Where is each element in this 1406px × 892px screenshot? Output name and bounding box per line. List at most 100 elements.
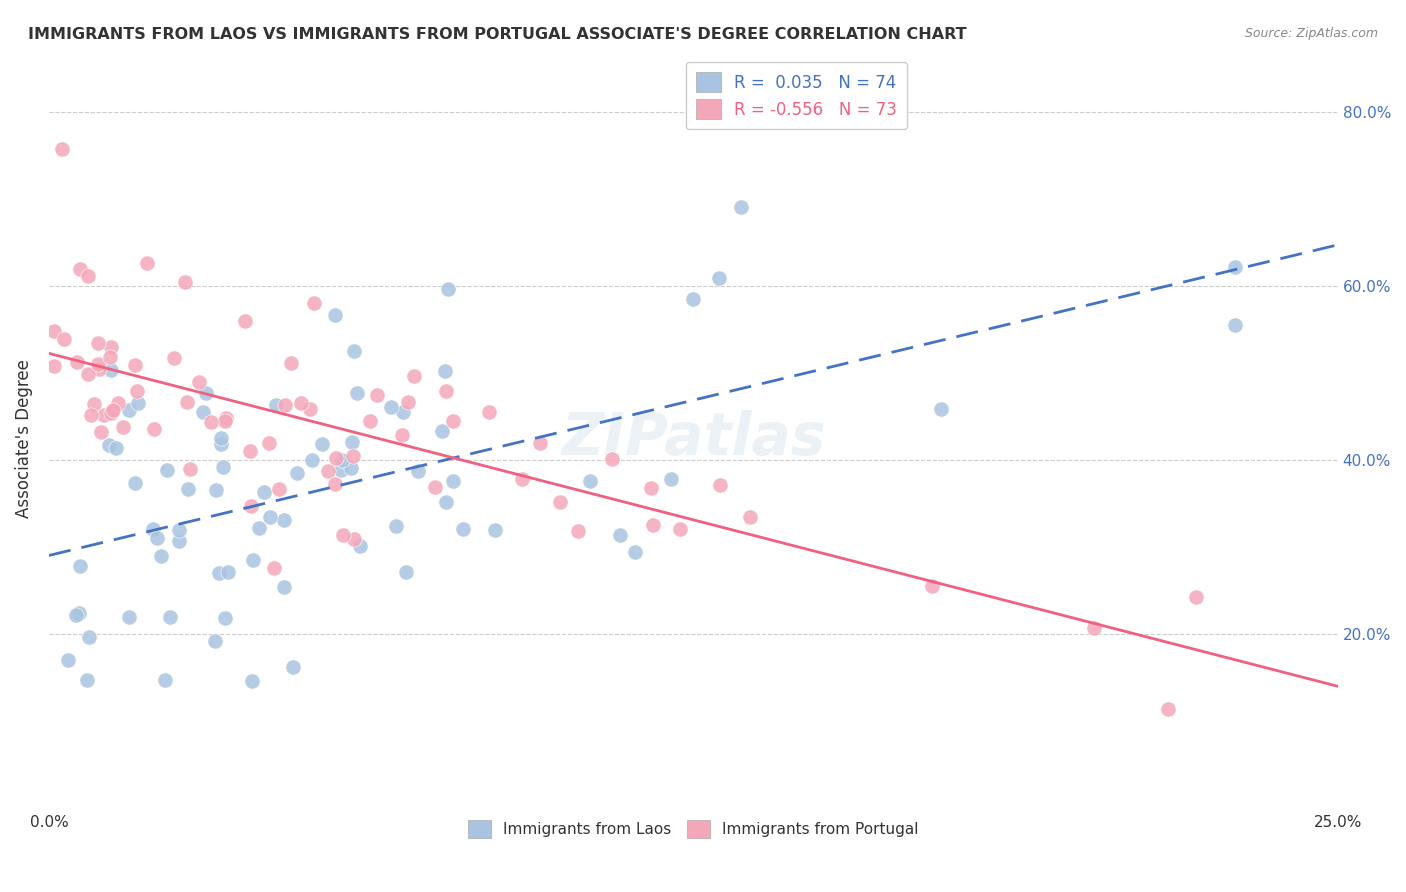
Point — [325, 451, 347, 466]
Point — [209, 431, 232, 445]
Point — [436, 282, 458, 296]
Point — [240, 499, 263, 513]
Point — [112, 419, 135, 434]
Point — [1184, 590, 1206, 604]
Point — [274, 398, 297, 412]
Point — [51, 142, 73, 156]
Text: ZIPatlas: ZIPatlas — [561, 409, 825, 467]
Point — [342, 434, 364, 449]
Point — [395, 565, 418, 579]
Point — [239, 444, 262, 458]
Point — [214, 611, 236, 625]
Point — [167, 523, 190, 537]
Point — [104, 441, 127, 455]
Point — [340, 460, 363, 475]
Point — [76, 269, 98, 284]
Point — [441, 414, 464, 428]
Point — [285, 466, 308, 480]
Point — [191, 405, 214, 419]
Point — [921, 579, 943, 593]
Point — [643, 518, 665, 533]
Point — [302, 295, 325, 310]
Point — [434, 384, 457, 399]
Point — [204, 633, 226, 648]
Point — [441, 474, 464, 488]
Point — [136, 256, 159, 270]
Point — [124, 358, 146, 372]
Point — [194, 386, 217, 401]
Point — [156, 463, 179, 477]
Point — [332, 527, 354, 541]
Point — [209, 437, 232, 451]
Point — [259, 436, 281, 450]
Point — [53, 332, 76, 346]
Point — [69, 559, 91, 574]
Point — [167, 533, 190, 548]
Point — [1157, 702, 1180, 716]
Y-axis label: Associate's Degree: Associate's Degree — [15, 359, 32, 517]
Point — [67, 606, 90, 620]
Point — [42, 359, 65, 373]
Point — [484, 524, 506, 538]
Point — [42, 324, 65, 338]
Point — [100, 340, 122, 354]
Point — [298, 402, 321, 417]
Text: IMMIGRANTS FROM LAOS VS IMMIGRANTS FROM PORTUGAL ASSOCIATE'S DEGREE CORRELATION : IMMIGRANTS FROM LAOS VS IMMIGRANTS FROM … — [28, 27, 967, 42]
Point — [263, 561, 285, 575]
Point — [738, 510, 761, 524]
Point — [273, 580, 295, 594]
Point — [124, 476, 146, 491]
Point — [609, 528, 631, 542]
Point — [406, 464, 429, 478]
Point — [391, 428, 413, 442]
Point — [404, 368, 426, 383]
Point — [259, 510, 281, 524]
Point — [143, 422, 166, 436]
Point — [217, 566, 239, 580]
Point — [349, 539, 371, 553]
Point — [512, 472, 534, 486]
Point — [269, 483, 291, 497]
Point — [117, 609, 139, 624]
Point — [118, 402, 141, 417]
Point — [97, 438, 120, 452]
Point — [89, 362, 111, 376]
Point — [101, 402, 124, 417]
Point — [249, 521, 271, 535]
Legend: Immigrants from Laos, Immigrants from Portugal: Immigrants from Laos, Immigrants from Po… — [463, 814, 925, 845]
Point — [359, 414, 381, 428]
Point — [579, 474, 602, 488]
Point — [423, 480, 446, 494]
Point — [323, 477, 346, 491]
Point — [342, 449, 364, 463]
Point — [682, 292, 704, 306]
Point — [301, 453, 323, 467]
Point — [290, 396, 312, 410]
Point — [707, 271, 730, 285]
Point — [179, 462, 201, 476]
Point — [391, 404, 413, 418]
Point — [145, 531, 167, 545]
Point — [107, 396, 129, 410]
Point — [436, 494, 458, 508]
Point — [323, 308, 346, 322]
Point — [212, 460, 235, 475]
Point — [730, 200, 752, 214]
Point — [332, 453, 354, 467]
Point — [69, 262, 91, 277]
Point — [214, 414, 236, 428]
Point — [100, 406, 122, 420]
Point — [273, 512, 295, 526]
Point — [668, 523, 690, 537]
Point — [281, 660, 304, 674]
Point — [177, 482, 200, 496]
Point — [240, 673, 263, 688]
Point — [931, 401, 953, 416]
Point — [311, 436, 333, 450]
Point — [127, 396, 149, 410]
Point — [174, 276, 197, 290]
Point — [163, 351, 186, 365]
Point — [366, 388, 388, 402]
Point — [380, 401, 402, 415]
Text: Source: ZipAtlas.com: Source: ZipAtlas.com — [1244, 27, 1378, 40]
